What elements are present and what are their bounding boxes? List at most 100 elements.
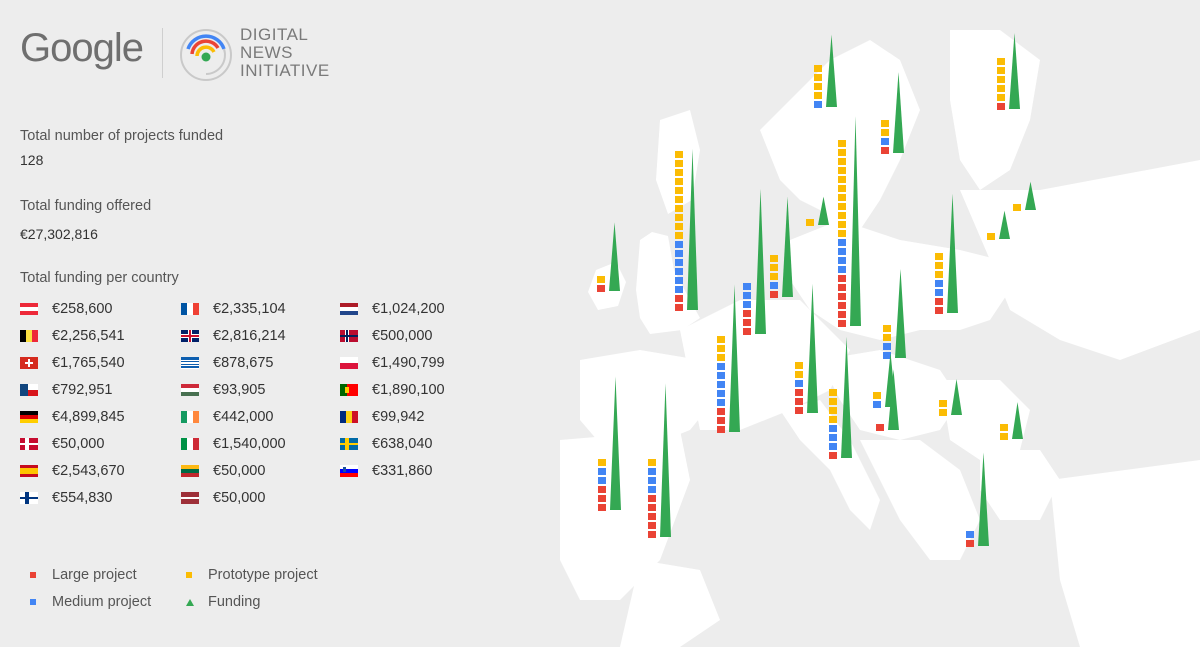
country-entry-lt: €50,000 (181, 462, 265, 480)
flag-it-icon (181, 438, 199, 450)
country-amount: €1,540,000 (213, 436, 286, 452)
country-amount: €99,942 (372, 409, 425, 425)
marker-de[interactable] (838, 116, 861, 327)
prototype-project-square (838, 149, 846, 156)
flag-es-icon (20, 465, 38, 477)
large-project-square (648, 513, 656, 520)
marker-be[interactable] (743, 188, 766, 335)
large-project-square (838, 293, 846, 300)
marker-lv[interactable] (1013, 181, 1036, 211)
country-entry-it: €1,540,000 (181, 435, 286, 453)
marker-ro[interactable] (1000, 402, 1023, 440)
medium-project-square (717, 399, 725, 406)
marker-ie[interactable] (597, 222, 620, 292)
large-project-square (717, 426, 725, 433)
flag-stripe (20, 419, 38, 423)
prototype-project-square (829, 398, 837, 405)
flag-fr-icon (181, 303, 199, 315)
funding-triangle (1025, 181, 1036, 210)
marker-se[interactable] (881, 72, 904, 154)
flag-stripe (20, 442, 38, 446)
marker-pl[interactable] (935, 193, 958, 314)
large-project-square (717, 417, 725, 424)
flag-hu-icon (181, 384, 199, 396)
land-region (636, 232, 700, 334)
flag-stripe (346, 411, 352, 423)
prototype-project-square (838, 176, 846, 183)
prototype-project-square (838, 194, 846, 201)
google-logo: Google (20, 26, 144, 70)
medium-project-square (717, 372, 725, 379)
prototype-project-square (881, 129, 889, 136)
per-country-label: Total funding per country (20, 270, 179, 286)
flag-stripe (20, 496, 38, 500)
medium-project-square (814, 101, 822, 108)
marker-nl[interactable] (770, 196, 793, 298)
flag-stripe (181, 335, 199, 337)
prototype-project-square (939, 409, 947, 416)
funding-triangle (687, 148, 698, 310)
marker-fi[interactable] (997, 33, 1020, 110)
flag-ro-icon (340, 411, 358, 423)
marker-fr[interactable] (717, 284, 740, 433)
marker-lt[interactable] (987, 210, 1010, 240)
marker-cz[interactable] (883, 268, 906, 359)
large-project-square (743, 310, 751, 317)
country-entry-no: €500,000 (340, 327, 432, 345)
large-project-square (876, 424, 884, 431)
country-amount: €554,830 (52, 490, 113, 506)
wordmark-line: INITIATIVE (240, 61, 330, 80)
flag-stripe (20, 384, 38, 390)
flag-stripe (181, 411, 187, 423)
funding-triangle (826, 34, 837, 108)
marker-dk[interactable] (806, 196, 829, 226)
flag-stripe (181, 362, 199, 364)
flag-stripe (340, 335, 358, 337)
marker-si[interactable] (876, 369, 899, 431)
logo-divider (162, 28, 163, 78)
flag-stripe (181, 303, 187, 315)
flag-gb-icon (181, 330, 199, 342)
medium-project-square (935, 280, 943, 287)
marker-es[interactable] (648, 383, 671, 538)
country-entry-gb: €2,816,214 (181, 327, 286, 345)
marker-gb[interactable] (675, 148, 698, 311)
marker-gr[interactable] (966, 452, 989, 547)
large-project-square (598, 504, 606, 511)
country-entry-ch: €1,765,540 (20, 354, 125, 372)
dni-wordmark: DIGITAL NEWS INITIATIVE (240, 26, 330, 80)
funding-triangle (729, 284, 740, 432)
legend-medium-label: Medium project (52, 594, 152, 610)
legend-large-label: Large project (52, 567, 137, 583)
projects-value: 128 (20, 152, 44, 168)
flag-no-icon (340, 330, 358, 342)
flag-stripe (187, 438, 193, 450)
prototype-project-square (838, 230, 846, 237)
prototype-project-square (675, 232, 683, 239)
marker-hu[interactable] (939, 379, 962, 416)
marker-ch[interactable] (795, 283, 818, 414)
country-amount: €1,890,100 (372, 382, 445, 398)
prototype-project-square (838, 167, 846, 174)
medium-project-square (675, 286, 683, 293)
land-region (860, 440, 980, 560)
flag-stripe (181, 392, 199, 396)
land-region (950, 30, 1040, 190)
marker-it[interactable] (829, 336, 852, 459)
prototype-project-square (675, 169, 683, 176)
medium-project-square (829, 434, 837, 441)
large-project-square (743, 328, 751, 335)
medium-project-square (648, 468, 656, 475)
marker-no[interactable] (814, 34, 837, 108)
large-project-square (838, 275, 846, 282)
large-project-square (829, 452, 837, 459)
marker-pt[interactable] (598, 376, 621, 511)
funding-triangle (947, 193, 958, 313)
funding-triangle (999, 210, 1010, 239)
prototype-project-square (806, 219, 814, 226)
flag-gr-icon (181, 357, 199, 369)
prototype-project-square (717, 336, 725, 343)
flag-stripe (20, 311, 38, 315)
flag-stripe (20, 303, 38, 307)
